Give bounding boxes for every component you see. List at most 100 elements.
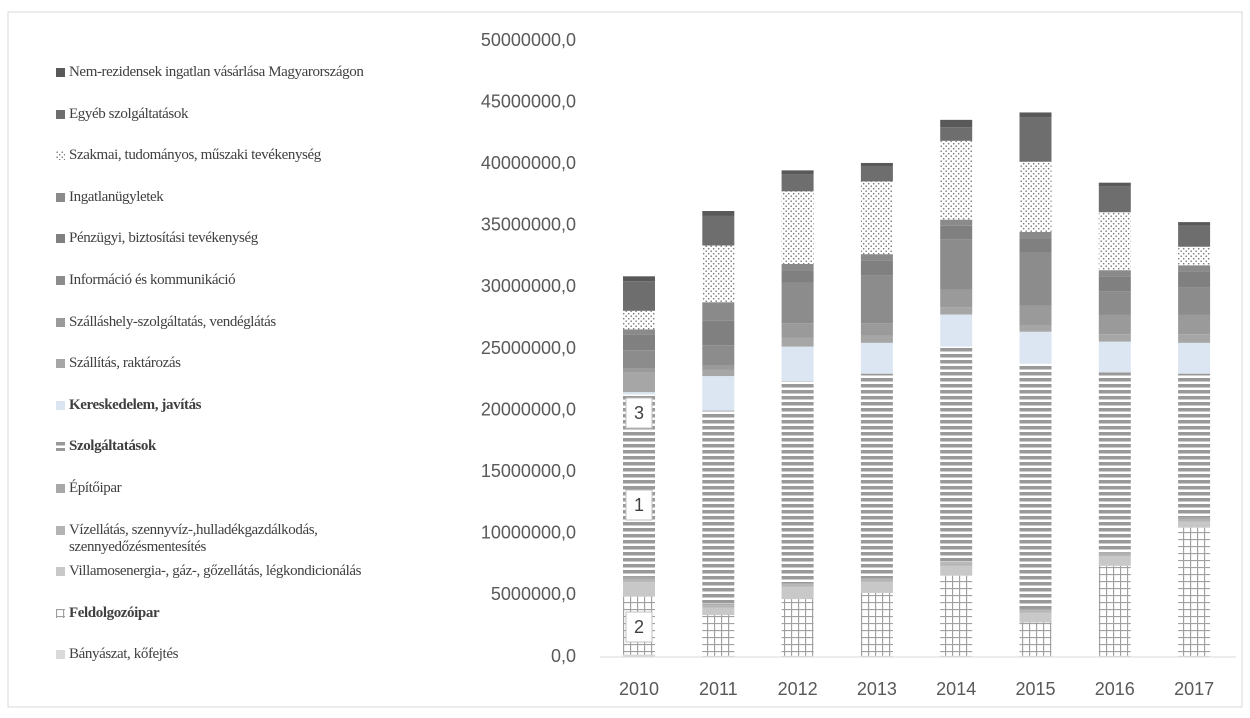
bar-segment — [940, 575, 973, 656]
legend-label: Információ és kommunikáció — [69, 272, 236, 288]
bar-segment — [781, 263, 814, 271]
bar-segment — [781, 346, 814, 382]
bar-segment — [623, 581, 655, 597]
legend-item: Szakmai, tudományos, műszaki tevékenység — [56, 147, 456, 164]
legend-item: Szálláshely-szolgáltatás, vendéglátás — [56, 314, 456, 331]
bar-segment — [1178, 521, 1211, 528]
legend-item: Egyéb szolgáltatások — [56, 106, 456, 123]
bar-segment — [702, 302, 735, 321]
bar-segment — [781, 599, 814, 656]
legend-item: Építőipar — [56, 480, 456, 497]
x-tick-label: 2015 — [1015, 679, 1055, 699]
bar-segment — [623, 281, 655, 311]
bar-segment — [1098, 341, 1131, 373]
legend-marker — [56, 442, 65, 452]
bar-segment — [1098, 553, 1131, 556]
legend-marker — [56, 276, 65, 285]
bar-segment — [860, 166, 893, 182]
bar-segment — [1019, 112, 1052, 118]
x-tick-label: 2014 — [936, 679, 976, 699]
bar-segment — [940, 289, 973, 308]
bar-segment — [702, 365, 735, 370]
legend-item: Kereskedelem, javítás — [56, 397, 456, 414]
legend-swatch — [56, 276, 65, 285]
bar-segment — [702, 369, 735, 377]
bar-segment — [623, 334, 655, 351]
y-tick-label: 10000000,0 — [481, 523, 576, 543]
annotation-box — [625, 489, 653, 521]
y-tick-label: 20000000,0 — [481, 399, 576, 419]
bar-segment — [1019, 655, 1052, 657]
legend-label: Ingatlanügyletek — [69, 188, 164, 205]
x-tick-label: 2011 — [699, 679, 738, 699]
legend-label: Egyéb szolgáltatások — [69, 105, 189, 122]
legend-swatch — [56, 359, 65, 369]
legend-item: Bányászat, kőfejtés — [56, 646, 456, 663]
bar-segment — [623, 654, 655, 657]
bar-segment — [623, 310, 655, 330]
legend-marker — [56, 567, 65, 577]
bar-segment — [781, 584, 814, 587]
bar-segment — [1019, 608, 1052, 611]
legend-marker — [56, 608, 65, 618]
legend-label: Szolgáltatások — [69, 438, 156, 455]
bar-segment — [1098, 270, 1131, 277]
bar-segment — [860, 323, 893, 336]
bar-segment — [940, 225, 973, 240]
bar-segment — [781, 282, 814, 324]
bar-segment — [1019, 610, 1052, 613]
legend-item: Villamosenergia-, gáz-, gőzellátás, légk… — [56, 563, 456, 580]
legend-marker — [56, 68, 65, 77]
legend-label: Vízellátás, szennyvíz-,hulladékgazdálkod… — [69, 521, 318, 555]
legend-label: Feldolgozóipar — [69, 604, 160, 621]
bar-segment — [1178, 287, 1211, 315]
bar-segment — [1019, 622, 1052, 656]
bar-segment — [702, 211, 735, 216]
legend-marker — [56, 151, 65, 161]
bar-segment — [623, 372, 655, 393]
bar-segment — [1178, 271, 1211, 288]
bar-segment — [1098, 276, 1131, 292]
legend-label: Építőipar — [69, 480, 122, 496]
bar-segment — [623, 368, 655, 373]
bar-segment — [1019, 305, 1052, 326]
bar-segment — [623, 329, 655, 335]
legend-label: Szálláshely-szolgáltatás, vendéglátás — [69, 313, 276, 330]
bar-segment — [940, 307, 973, 315]
legend-swatch — [56, 525, 65, 535]
bar-segment — [860, 655, 893, 657]
bar-segment — [1178, 222, 1211, 226]
bar-segment — [702, 615, 735, 656]
bar-segment — [1098, 182, 1131, 187]
legend-marker — [56, 109, 65, 119]
bar-segment — [1019, 117, 1052, 162]
legend-marker — [56, 650, 65, 660]
bar-segment — [1098, 565, 1131, 656]
bar-segment — [940, 563, 973, 566]
bar-segment — [702, 320, 735, 346]
bar-segment — [1019, 325, 1052, 332]
legend-marker — [56, 359, 65, 369]
bar-segment — [781, 381, 814, 584]
bar-segment — [1178, 314, 1211, 335]
bar-segment — [623, 579, 655, 582]
y-tick-label: 25000000,0 — [481, 338, 576, 358]
bar-segment — [1178, 527, 1211, 656]
y-tick-label: 50000000,0 — [481, 30, 576, 50]
legend-label: Villamosenergia-, gáz-, gőzellátás, légk… — [69, 563, 362, 580]
legend-swatch — [56, 400, 65, 410]
bar-segment — [702, 410, 735, 605]
bar-segment — [702, 215, 735, 246]
bar-segment — [940, 655, 973, 657]
bar-segment — [1178, 225, 1211, 247]
legend-swatch — [56, 109, 65, 119]
bar-segment — [702, 605, 735, 608]
legend-item: Információ és kommunikáció — [56, 272, 456, 289]
bar-segment — [1098, 212, 1131, 271]
legend-marker — [56, 234, 65, 244]
bar-segment — [781, 655, 814, 657]
bar-segment — [1098, 314, 1131, 335]
legend-swatch — [56, 234, 65, 244]
bar-segment — [781, 323, 814, 338]
